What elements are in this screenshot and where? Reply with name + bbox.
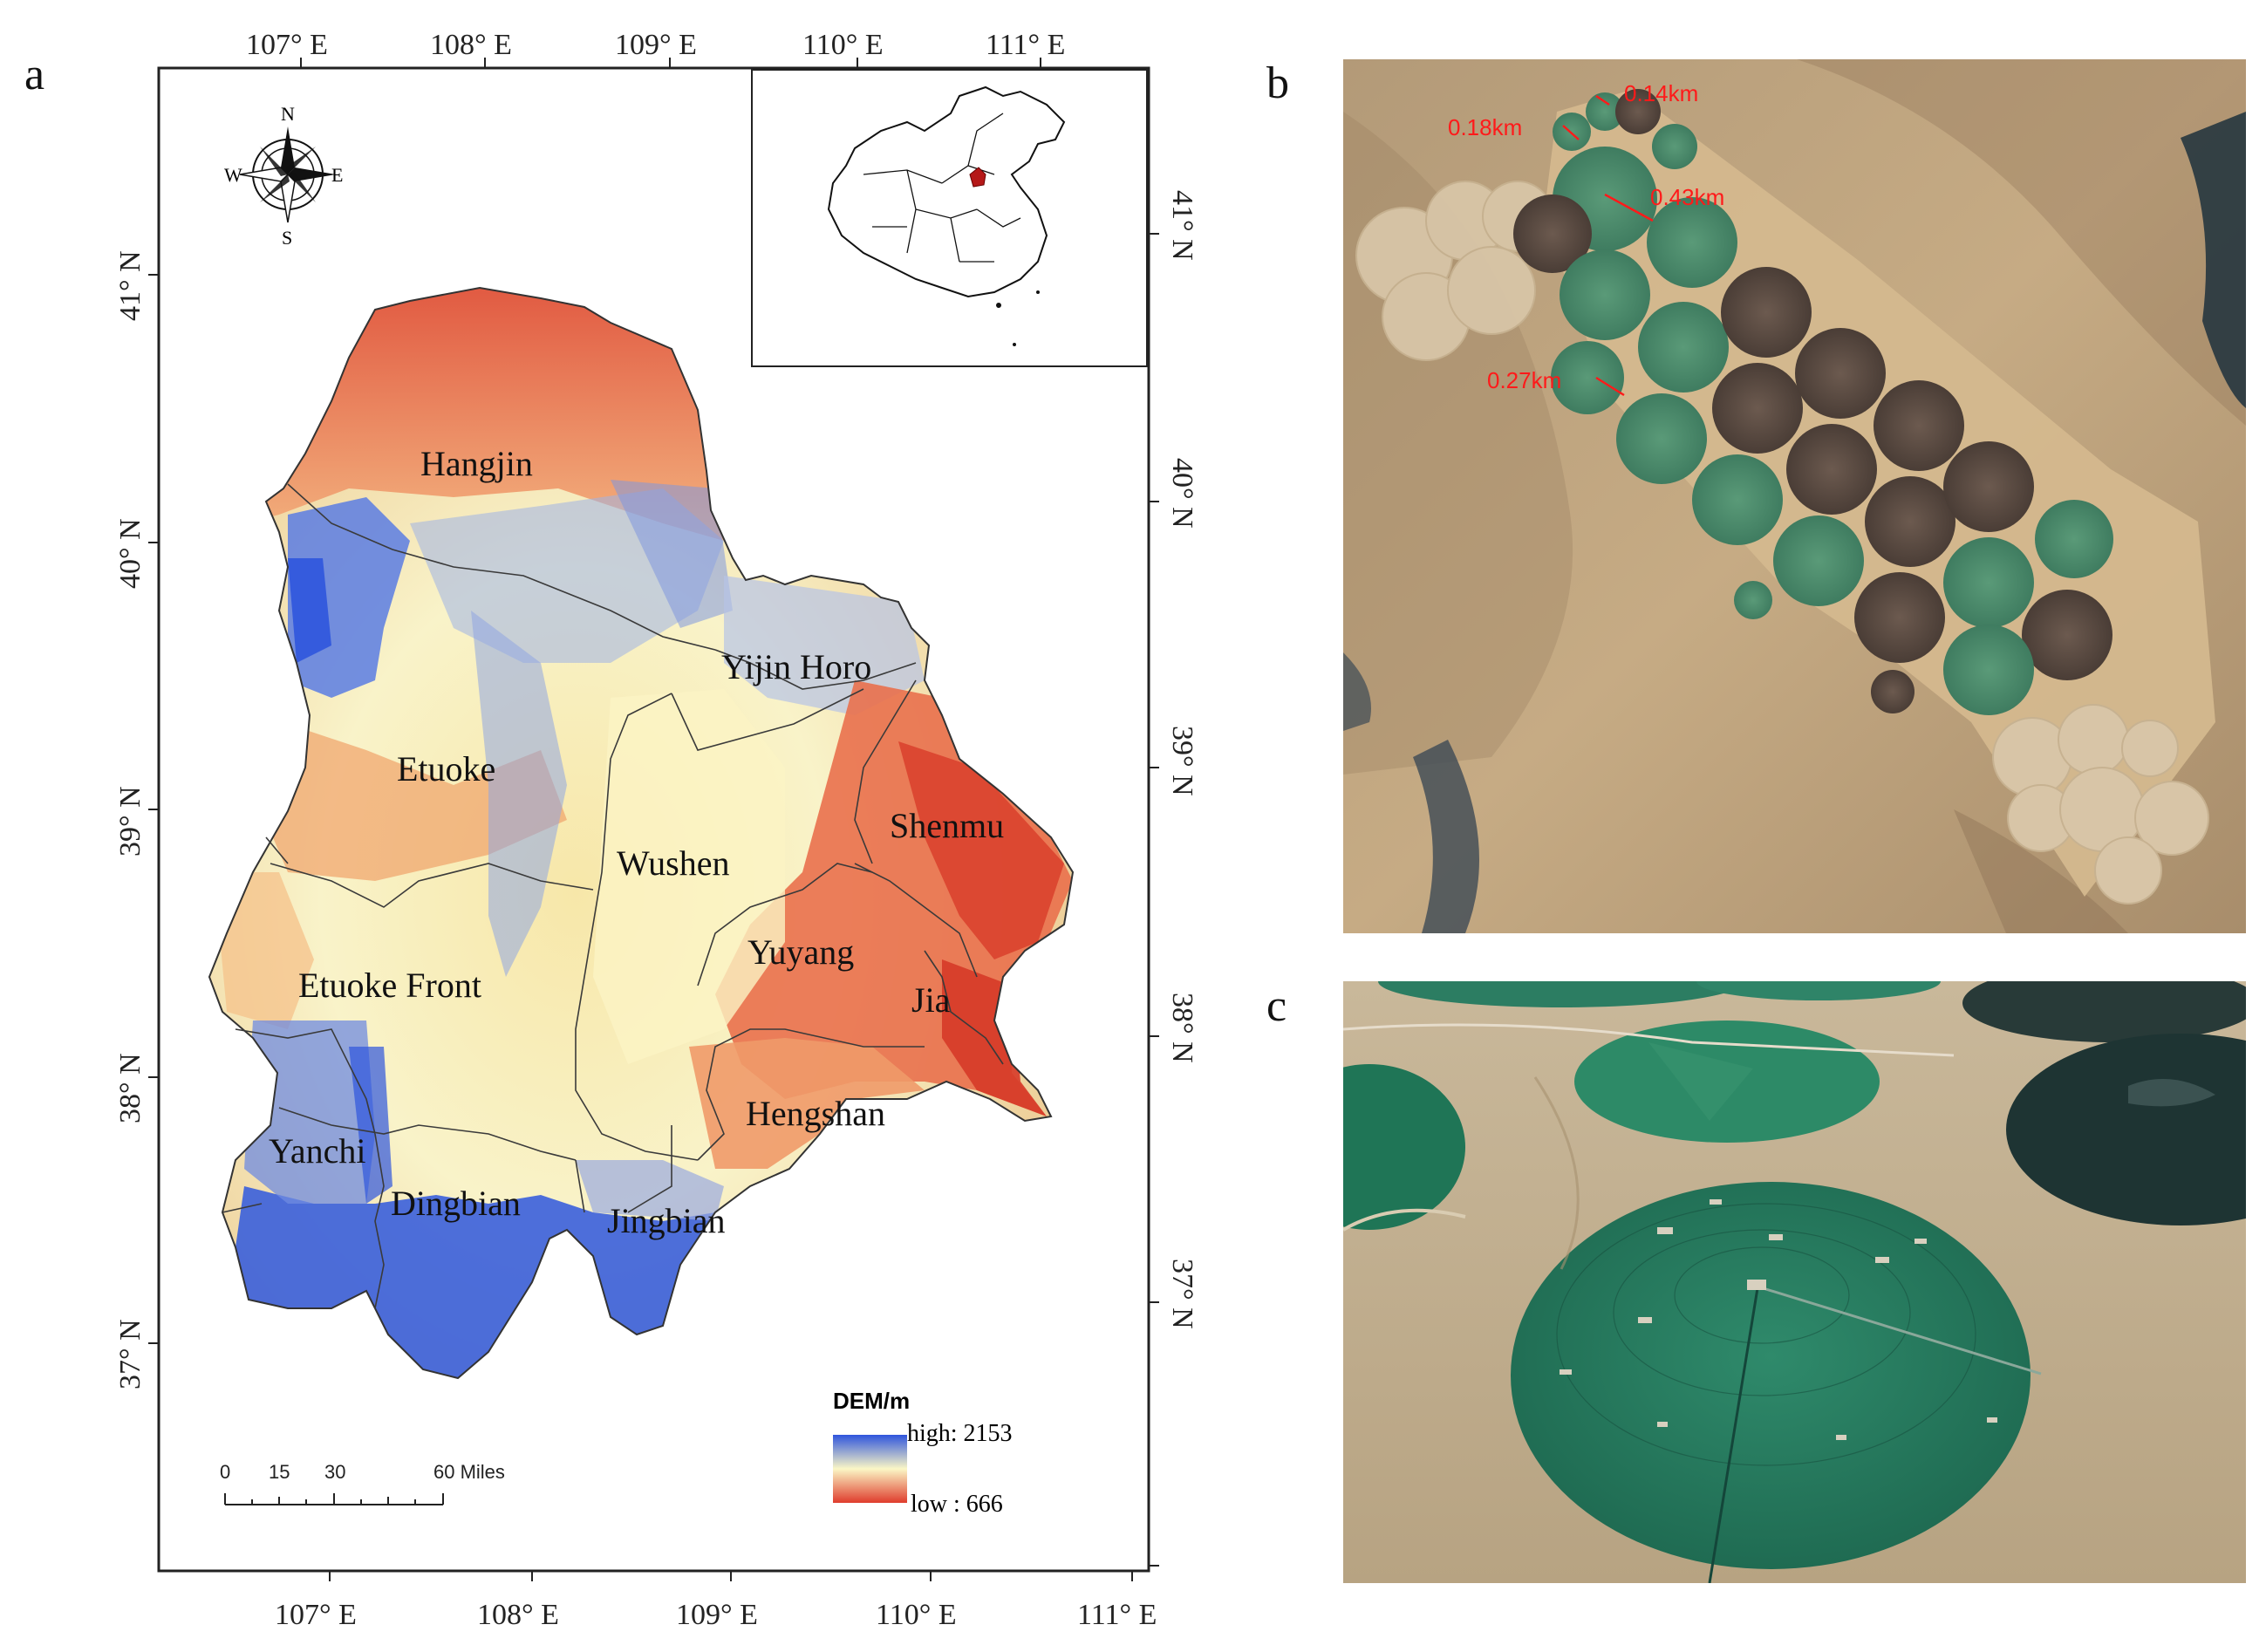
region-etuoke: Etuoke [397,749,495,788]
top-lon-label-5: 111° E [986,29,1065,61]
scale-tick-0: 0 [220,1461,230,1483]
left-lat-ticks [148,274,159,1344]
bottom-lon-label-1: 107° E [275,1599,357,1631]
region-hengshan: Hengshan [746,1094,885,1133]
left-lat-label-5: 37° N [114,1319,147,1389]
scale-tick-15: 15 [269,1461,290,1483]
top-lon-label-2: 108° E [430,29,512,61]
bottom-lon-label-4: 110° E [876,1599,957,1631]
china-inset-map [751,69,1148,367]
right-lat-label-4: 38° N [1166,993,1197,1063]
scale-tick-60: 60 Miles [433,1461,505,1483]
compass-rose-icon: N S E W [224,103,343,249]
panel-b-label: b [1266,58,1289,108]
region-yuyang: Yuyang [747,932,854,972]
bottom-lon-label-3: 109° E [676,1599,758,1631]
bottom-lon-label-5: 111° E [1077,1599,1157,1631]
region-hangjin: Hangjin [420,444,533,483]
region-jingbian: Jingbian [607,1201,726,1240]
scale-tick-30: 30 [324,1461,345,1483]
bottom-lon-ticks [329,1571,1133,1581]
region-shenmu: Shenmu [890,806,1004,845]
top-lon-ticks [300,58,1041,68]
top-lon-label-4: 110° E [802,29,884,61]
measure-0.43km: 0.43km [1650,184,1724,210]
compass-w: W [224,164,242,186]
panel-c-label: c [1266,981,1287,1031]
region-yanchi: Yanchi [269,1131,366,1171]
compass-s: S [282,227,292,249]
region-wushen: Wushen [617,843,729,883]
measure-0.27km: 0.27km [1487,367,1561,393]
measure-0.18km: 0.18km [1448,114,1522,140]
bottom-lon-label-2: 108° E [477,1599,559,1631]
pivot-circles-b [1513,89,2113,715]
top-lon-label-1: 107° E [246,29,328,61]
right-lat-label-2: 40° N [1166,458,1197,529]
dem-raster [209,288,1073,1378]
left-lat-label-3: 39° N [114,786,147,857]
panel-a-label: a [24,50,45,99]
legend-high: high: 2153 [907,1420,1013,1447]
region-etuoke-front: Etuoke Front [298,966,481,1005]
oblique-photo-c [1343,981,2246,1583]
left-lat-label-2: 40° N [114,518,147,589]
legend-title: DEM/m [833,1388,910,1414]
measure-0.14km: 0.14km [1624,80,1698,106]
scale-bar [224,1493,444,1505]
compass-e: E [331,164,343,186]
right-lat-ticks [1149,233,1159,1567]
left-lat-label-1: 41° N [114,250,147,321]
compass-n: N [281,103,295,125]
left-lat-label-4: 38° N [114,1053,147,1123]
region-labels: Hangjin Yijin Horo Etuoke Shenmu Wushen … [269,444,1004,1240]
right-lat-label-3: 39° N [1166,726,1197,796]
top-lon-label-3: 109° E [615,29,697,61]
region-yijin-horo: Yijin Horo [721,647,871,686]
map-panel: Hangjin Yijin Horo Etuoke Shenmu Wushen … [114,29,1197,1631]
legend-low: low : 666 [911,1491,1003,1518]
right-lat-label-5: 37° N [1166,1259,1197,1329]
right-lat-label-1: 41° N [1166,190,1197,261]
dem-legend: DEM/m high: 2153 low : 666 [833,1388,1013,1518]
satellite-image-b: 0.14km 0.18km 0.43km 0.27km [1343,59,2246,933]
county-boundaries [222,483,1004,1309]
region-jia: Jia [911,980,951,1020]
region-dingbian: Dingbian [391,1184,521,1223]
